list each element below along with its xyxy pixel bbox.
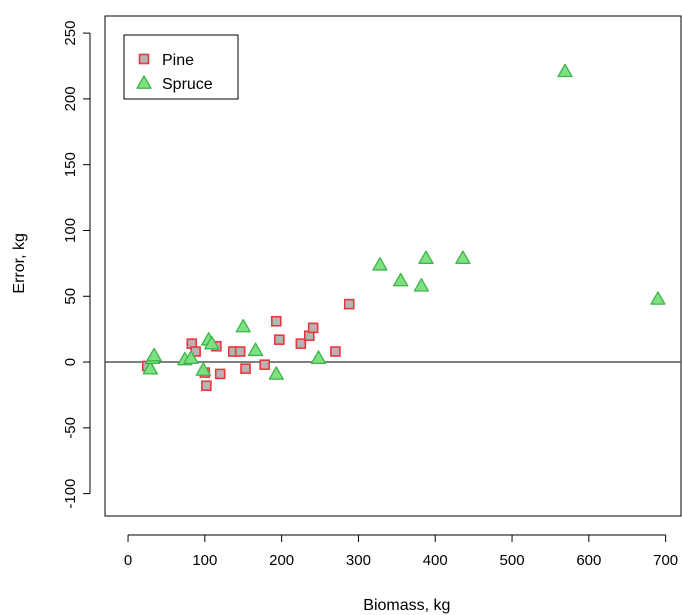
legend-items: Pine Spruce (136, 52, 213, 93)
legend-label-spruce: Spruce (162, 76, 213, 93)
spruce-point (557, 63, 573, 78)
x-tick-label: 600 (576, 552, 601, 569)
legend-marker-spruce (136, 75, 152, 89)
spruce-point (418, 250, 434, 265)
legend-marker-pine (138, 53, 150, 65)
spruce-point (247, 342, 264, 357)
pine-point (201, 380, 212, 392)
x-tick-label: 400 (423, 552, 448, 569)
y-tick-label: 200 (62, 86, 79, 111)
spruce-point (146, 347, 162, 362)
series-pine (141, 298, 355, 392)
x-tick-label: 300 (346, 552, 371, 569)
y-axis-title: Error, kg (11, 233, 28, 293)
y-tick-label: 150 (62, 152, 79, 177)
spruce-point (650, 291, 666, 305)
series-spruce (142, 63, 666, 380)
spruce-point (455, 250, 471, 265)
x-tick-label: 500 (500, 552, 525, 569)
pine-point (343, 298, 355, 310)
spruce-point (183, 350, 199, 365)
pine-point (270, 315, 282, 327)
data-points (141, 63, 666, 392)
y-tick-label: 50 (62, 288, 79, 305)
spruce-point (142, 360, 158, 375)
plot-area (104, 15, 682, 517)
x-tick-label: 0 (124, 552, 132, 569)
pine-point (259, 359, 271, 370)
y-tick-label: -100 (62, 479, 79, 509)
spruce-point (235, 318, 251, 333)
spruce-point (372, 257, 388, 271)
legend-label-pine: Pine (162, 52, 194, 69)
pine-point (330, 346, 341, 357)
y-tick-label: 250 (62, 21, 79, 46)
pine-point (295, 338, 307, 349)
spruce-point (195, 362, 211, 376)
x-tick-label: 200 (269, 552, 294, 569)
pine-point (274, 334, 285, 345)
pine-point (240, 363, 251, 374)
y-tick-label: 0 (62, 358, 79, 366)
pine-point (234, 346, 246, 357)
plot-frame (104, 15, 682, 517)
spruce-point (413, 278, 430, 292)
x-axis-title: Biomass, kg (363, 597, 450, 614)
spruce-point (204, 335, 220, 350)
spruce-point (268, 366, 284, 380)
legend: Pine Spruce (123, 34, 239, 100)
pine-point (214, 368, 226, 380)
spruce-point (393, 272, 409, 287)
x-tick-label: 700 (653, 552, 678, 569)
x-tick-label: 100 (192, 552, 217, 569)
pine-point (307, 322, 319, 334)
y-tick-label: 100 (62, 218, 79, 243)
spruce-point (310, 350, 327, 365)
y-tick-label: -50 (62, 417, 79, 439)
axes: 0 100 200 300 400 500 600 700 -100 -50 0 50 100 150 20… (62, 21, 678, 569)
